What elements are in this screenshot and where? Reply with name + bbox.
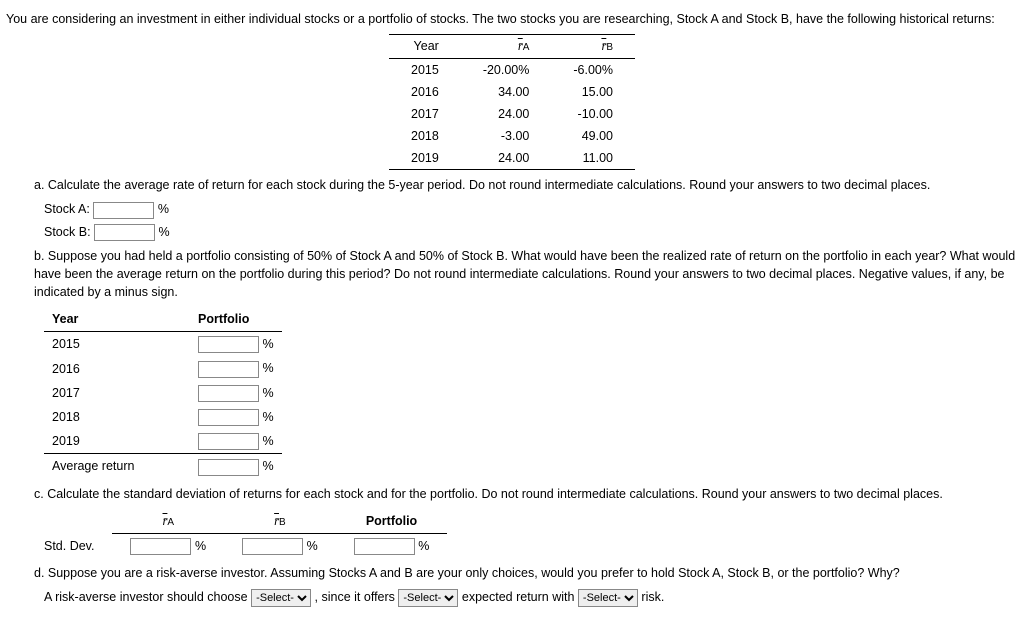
stock-b-label: Stock B:	[44, 225, 91, 239]
pct-label: %	[262, 386, 273, 400]
d-text-2: , since it offers	[315, 590, 395, 604]
cell-year: 2017	[44, 381, 190, 405]
cell-year: 2015	[44, 332, 190, 357]
portfolio-2018-input[interactable]	[198, 409, 259, 426]
table-row: 2016 %	[44, 356, 282, 380]
col-rb: r̄B	[551, 35, 635, 59]
cell-year: 2019	[389, 147, 461, 170]
table-row-avg: Average return %	[44, 454, 282, 479]
stock-b-row: Stock B: %	[44, 223, 1018, 241]
col-ra: r̄A	[461, 35, 552, 59]
col-portfolio: Portfolio	[336, 509, 448, 534]
portfolio-2016-input[interactable]	[198, 361, 259, 378]
part-a-prompt: a. Calculate the average rate of return …	[34, 176, 1018, 194]
table-row: 2018 %	[44, 405, 282, 429]
part-b-prompt: b. Suppose you had held a portfolio cons…	[34, 247, 1018, 301]
pct-label: %	[307, 539, 318, 553]
d-text-4: risk.	[641, 590, 664, 604]
portfolio-avg-input[interactable]	[198, 459, 259, 476]
table-row: 2019 %	[44, 429, 282, 454]
portfolio-2015-input[interactable]	[198, 336, 259, 353]
cell-rb: 15.00	[551, 81, 635, 103]
part-d-sentence: A risk-averse investor should choose -Se…	[44, 588, 1018, 607]
table-row: 2018 -3.00 49.00	[389, 125, 635, 147]
cell-year: 2016	[44, 356, 190, 380]
cell-rb: -10.00	[551, 103, 635, 125]
cell-year: 2019	[44, 429, 190, 454]
pct-label: %	[195, 539, 206, 553]
pct-label: %	[262, 361, 273, 375]
returns-table: Year r̄A r̄B 2015 -20.00% -6.00% 2016 34…	[389, 34, 635, 170]
stock-a-label: Stock A:	[44, 202, 90, 216]
stock-b-input[interactable]	[94, 224, 155, 241]
table-row: 2017 %	[44, 381, 282, 405]
pct-label: %	[262, 410, 273, 424]
pct-label: %	[262, 337, 273, 351]
cell-year: 2016	[389, 81, 461, 103]
d-text-1: A risk-averse investor should choose	[44, 590, 248, 604]
cell-avg-label: Average return	[44, 454, 190, 479]
cell-ra: -20.00%	[461, 58, 552, 81]
std-dev-label: Std. Dev.	[44, 534, 112, 559]
cell-rb: 49.00	[551, 125, 635, 147]
pct-label: %	[158, 202, 169, 216]
cell-year: 2017	[389, 103, 461, 125]
cell-year: 2018	[44, 405, 190, 429]
col-ra: r̄A	[112, 509, 224, 534]
part-d-prompt: d. Suppose you are a risk-averse investo…	[34, 564, 1018, 582]
col-year: Year	[389, 35, 461, 59]
table-row: 2019 24.00 11.00	[389, 147, 635, 170]
sd-portfolio-input[interactable]	[354, 538, 415, 555]
table-row: 2017 24.00 -10.00	[389, 103, 635, 125]
portfolio-2017-input[interactable]	[198, 385, 259, 402]
stock-a-row: Stock A: %	[44, 200, 1018, 218]
cell-year: 2018	[389, 125, 461, 147]
cell-ra: -3.00	[461, 125, 552, 147]
table-row: Std. Dev. % % %	[44, 534, 447, 559]
d-select-return[interactable]: -Select-	[398, 589, 458, 607]
part-c-prompt: c. Calculate the standard deviation of r…	[34, 485, 1018, 503]
cell-rb: 11.00	[551, 147, 635, 170]
stock-a-input[interactable]	[93, 202, 154, 219]
sd-ra-input[interactable]	[130, 538, 191, 555]
table-row: 2015 %	[44, 332, 282, 357]
d-select-choice[interactable]: -Select-	[251, 589, 311, 607]
d-select-risk[interactable]: -Select-	[578, 589, 638, 607]
intro-text: You are considering an investment in eit…	[6, 10, 1018, 28]
portfolio-table: Year Portfolio 2015 % 2016 % 2017 % 2018…	[44, 307, 282, 478]
cell-ra: 24.00	[461, 103, 552, 125]
sd-rb-input[interactable]	[242, 538, 303, 555]
std-dev-table: r̄A r̄B Portfolio Std. Dev. % % %	[44, 509, 447, 559]
d-text-3: expected return with	[462, 590, 575, 604]
pct-label: %	[159, 225, 170, 239]
table-row: 2016 34.00 15.00	[389, 81, 635, 103]
table-row: 2015 -20.00% -6.00%	[389, 58, 635, 81]
cell-rb: -6.00%	[551, 58, 635, 81]
col-rb: r̄B	[224, 509, 336, 534]
pct-label: %	[262, 459, 273, 473]
pct-label: %	[262, 434, 273, 448]
col-year: Year	[44, 307, 190, 332]
pct-label: %	[418, 539, 429, 553]
portfolio-2019-input[interactable]	[198, 433, 259, 450]
cell-year: 2015	[389, 58, 461, 81]
cell-ra: 34.00	[461, 81, 552, 103]
col-portfolio: Portfolio	[190, 307, 282, 332]
cell-ra: 24.00	[461, 147, 552, 170]
